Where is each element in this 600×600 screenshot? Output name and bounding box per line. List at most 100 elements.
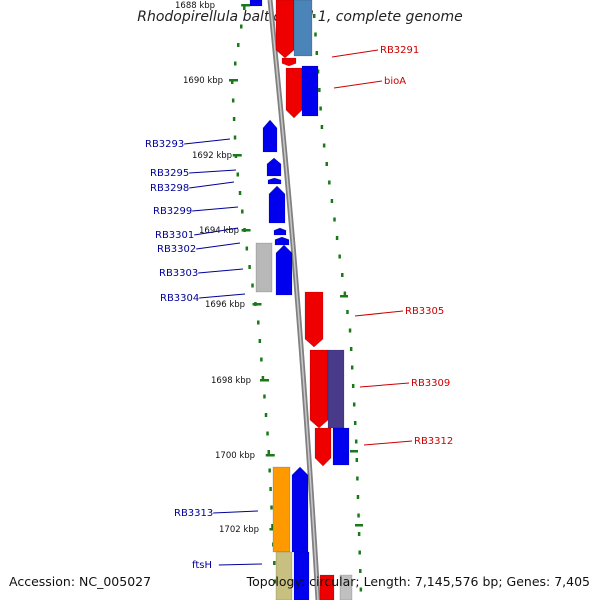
ruler-dot (268, 468, 271, 473)
ruler-dot (314, 32, 317, 37)
ruler-dot (359, 569, 362, 573)
ruler-dot (258, 339, 262, 343)
ruler-label: 1688 kbp (175, 1, 215, 11)
gene-rb3309-ortholog (327, 349, 345, 429)
reverse-gene-label: RB3304 (160, 293, 199, 304)
ruler-dot (335, 236, 339, 240)
ruler-dot (357, 532, 361, 536)
gene-ftsh-khaki (275, 551, 293, 600)
reverse-gene-label: RB3302 (157, 244, 196, 255)
reverse-gene-label: RB3313 (174, 508, 213, 519)
reverse-gene-label: RB3295 (150, 168, 189, 179)
ruler-dot (261, 376, 265, 380)
ruler-dot (352, 402, 356, 407)
ruler-dot (266, 431, 269, 436)
ruler-dot (338, 254, 341, 259)
ruler-tick (241, 229, 251, 232)
gene-rb3303-gray (255, 242, 273, 293)
ruler-dot (251, 283, 254, 288)
ruler-label: 1690 kbp (183, 76, 223, 86)
reverse-gene-label: RB3301 (155, 230, 194, 241)
gene-rb3305 (304, 291, 324, 348)
ruler-tick (252, 303, 262, 306)
forward-gene-label: RB3291 (380, 45, 419, 56)
ruler-dot (232, 117, 236, 121)
gene-rb3301 (273, 227, 287, 236)
ruler-dot (257, 320, 260, 325)
reverse-label-line (213, 510, 259, 514)
ruler-dot (333, 217, 336, 222)
ruler-dot (356, 476, 359, 481)
ruler-tick (232, 154, 242, 157)
ruler-dot (236, 172, 240, 177)
ruler-label: 1698 kbp (211, 376, 251, 386)
ruler-dot (237, 43, 240, 47)
ruler-tick (260, 379, 269, 382)
reverse-gene-label: RB3298 (150, 183, 189, 194)
gene-rb3312 (314, 427, 332, 467)
ruler-tick (355, 524, 363, 527)
forward-gene-label: bioA (384, 76, 406, 87)
ruler-dot (359, 587, 363, 592)
ruler-label: 1700 kbp (215, 451, 255, 461)
gene-rb3313 (291, 466, 309, 553)
reverse-label-line (189, 181, 235, 189)
forward-label-line (331, 49, 379, 58)
ruler-dot (341, 273, 344, 277)
ruler-dot (357, 513, 360, 518)
accession-text: Accession: NC_005027 (9, 574, 152, 589)
ruler-tick (350, 450, 358, 453)
ruler-label: 1696 kbp (205, 300, 245, 310)
ruler-dot (270, 505, 273, 510)
ruler-dot (238, 191, 242, 195)
ruler-dot (349, 347, 353, 351)
reverse-label-line (189, 169, 237, 174)
ruler-dot (330, 199, 334, 203)
reverse-label-line (218, 563, 263, 566)
ruler-dot (243, 6, 246, 10)
forward-label-line (333, 80, 383, 89)
ruler-dot (354, 439, 358, 444)
ruler-tick (229, 79, 238, 82)
ruler-dot (346, 310, 349, 314)
gene-rb3309 (309, 349, 329, 429)
ruler-dot (263, 394, 266, 399)
ruler-dot (343, 291, 347, 296)
reverse-gene-label: RB3303 (159, 268, 198, 279)
ruler-dot (348, 328, 352, 333)
ruler-dot (241, 209, 244, 214)
gene-rb3313-orange (272, 466, 291, 553)
reverse-label-line (194, 227, 239, 236)
gene-rb3303 (275, 244, 293, 296)
ruler-dot (245, 246, 249, 251)
ruler-dot (273, 561, 276, 565)
ruler-dot (233, 135, 237, 140)
ruler-dot (248, 265, 251, 269)
ruler-dot (264, 413, 268, 417)
reverse-label-line (198, 268, 244, 274)
gene-rb3299 (268, 185, 286, 224)
reverse-label-line (184, 138, 231, 145)
ruler-label: 1692 kbp (192, 151, 232, 161)
gene-bottom-gray (339, 574, 353, 600)
reverse-label-line (199, 293, 246, 299)
ruler-dot (260, 357, 263, 362)
forward-label-line (363, 440, 413, 446)
reverse-gene-label: RB3299 (153, 206, 192, 217)
ruler-dot (271, 524, 274, 528)
gene-rb3291-ortholog (293, 0, 313, 57)
ruler-dot (231, 80, 234, 84)
ruler-dot (320, 125, 324, 129)
ruler-dot (231, 98, 235, 103)
forward-label-line (354, 310, 404, 317)
ruler-dot (328, 180, 331, 185)
ruler-dot (322, 143, 326, 148)
ruler-tick (241, 4, 251, 7)
ruler-dot (356, 495, 360, 499)
ruler-dot (273, 579, 277, 584)
reverse-gene-label: RB3293 (145, 139, 184, 150)
gene-top-reverse (249, 0, 263, 7)
gene-rb3302 (274, 236, 290, 246)
gene-rb3312-reverse (332, 427, 350, 466)
